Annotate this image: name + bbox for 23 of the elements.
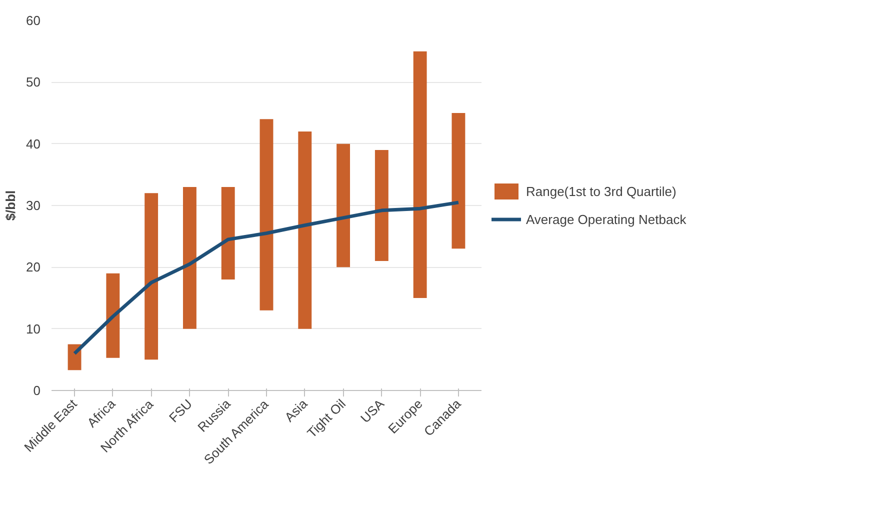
line-series [72,200,460,356]
legend-label: Range(1st to 3rd Quartile) [526,184,676,198]
y-tick-label: 0 [33,383,41,398]
bar [260,119,274,310]
bar [452,113,466,249]
y-tick-label: 50 [26,74,41,90]
bar [336,144,350,268]
bar [298,132,312,329]
x-tick-label: Asia [282,396,311,425]
y-axis-title: $/bbl [3,190,18,221]
bar [221,187,235,280]
y-tick-label: 60 [26,13,41,28]
bar [182,187,196,329]
y-tick-label: 20 [26,260,41,275]
bar [106,273,120,358]
x-tick-label: USA [357,396,388,426]
bar [144,193,158,360]
bar [374,150,388,261]
y-tick-label: 10 [26,321,41,336]
y-tick-label: 40 [26,136,41,152]
legend-label: Average Operating Netback [526,212,686,226]
bar [413,51,427,298]
y-tick-label: 30 [26,198,41,213]
